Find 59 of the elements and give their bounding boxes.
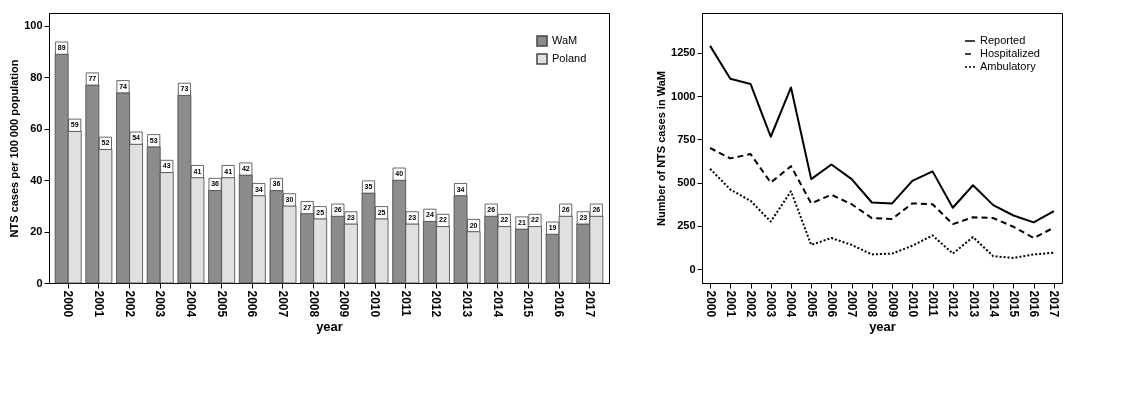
x-tick-label: 2006 <box>245 290 260 318</box>
legend-label: Poland <box>552 52 587 64</box>
x-tick-label: 2007 <box>845 290 860 318</box>
x-tick-label: 2012 <box>946 290 961 318</box>
legend-label: Ambulatory <box>980 60 1037 72</box>
x-tick-label: 2014 <box>986 290 1001 318</box>
x-tick-label: 2006 <box>824 290 839 318</box>
y-axis-title: Number of NTS cases in WaM <box>655 71 668 226</box>
x-tick-label: 2016 <box>552 290 567 318</box>
x-tick-label: 2012 <box>429 290 444 318</box>
y-tick-label: 20 <box>30 225 43 238</box>
y-axis-title: NTS cases per 100 000 population <box>8 59 21 238</box>
x-axis-title: year <box>869 319 896 335</box>
x-tick-label: 2010 <box>905 290 920 318</box>
y-tick-label: 1250 <box>671 46 696 59</box>
x-axis-title: year <box>316 319 343 335</box>
y-tick-label: 1000 <box>671 89 696 102</box>
x-tick-label: 2002 <box>122 290 137 318</box>
x-tick-label: 2004 <box>183 290 198 318</box>
x-tick-label: 2001 <box>91 290 106 318</box>
y-tick-label: 60 <box>30 122 43 135</box>
x-tick-label: 2004 <box>784 290 799 318</box>
x-tick-label: 2008 <box>306 290 321 318</box>
x-tick-label: 2010 <box>368 290 383 318</box>
x-tick-label: 2017 <box>582 290 597 318</box>
x-tick-label: 2015 <box>521 290 536 318</box>
x-tick-label: 2009 <box>337 290 352 318</box>
line-series <box>709 44 1055 224</box>
x-tick-label: 2011 <box>398 290 413 317</box>
x-tick-label: 2001 <box>723 290 738 318</box>
y-tick-label: 0 <box>36 276 43 289</box>
y-tick-label: 40 <box>30 173 43 186</box>
line-series <box>709 167 1055 259</box>
x-tick-label: 2017 <box>1047 290 1062 318</box>
x-tick-label: 2008 <box>865 290 880 318</box>
x-tick-label: 2013 <box>966 290 981 318</box>
legend-label: Reported <box>980 34 1026 46</box>
x-tick-label: 2003 <box>764 290 779 318</box>
x-tick-label: 2007 <box>275 290 290 318</box>
y-tick-label: 0 <box>689 262 696 275</box>
legend-label: Hospitalized <box>980 47 1040 59</box>
y-tick-label: 250 <box>677 219 696 232</box>
x-tick-label: 2000 <box>61 290 76 318</box>
y-tick-label: 80 <box>30 70 43 83</box>
x-tick-label: 2016 <box>1027 290 1042 318</box>
x-tick-label: 2011 <box>926 290 941 317</box>
x-tick-label: 2014 <box>490 290 505 318</box>
x-tick-label: 2003 <box>153 290 168 318</box>
y-tick-label: 750 <box>677 132 696 145</box>
y-tick-label: 100 <box>24 19 43 32</box>
x-tick-label: 2000 <box>703 290 718 318</box>
x-tick-label: 2009 <box>885 290 900 318</box>
x-tick-label: 2013 <box>460 290 475 318</box>
x-tick-label: 2015 <box>1006 290 1021 318</box>
x-tick-label: 2005 <box>214 290 229 318</box>
x-tick-label: 2002 <box>744 290 759 318</box>
y-tick-label: 500 <box>677 176 696 189</box>
x-tick-label: 2005 <box>804 290 819 318</box>
legend-label: WaM <box>552 34 578 46</box>
